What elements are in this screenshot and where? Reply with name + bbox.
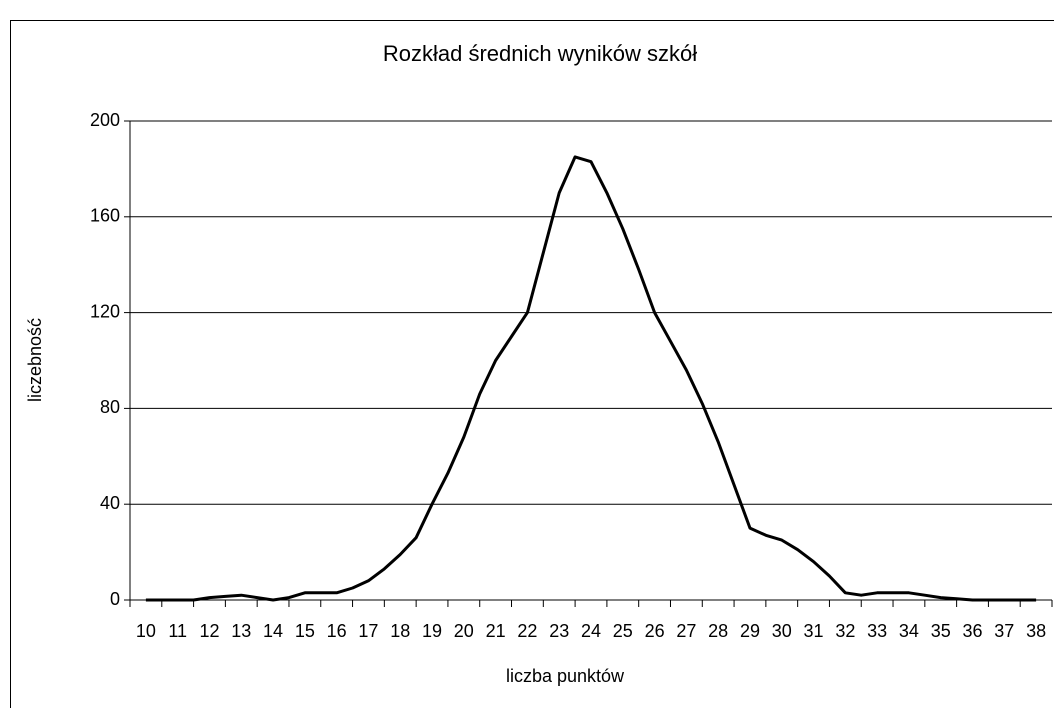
x-axis-label: liczba punktów [506, 666, 625, 686]
x-tick-label: 19 [422, 621, 442, 641]
x-tick-label: 27 [676, 621, 696, 641]
x-tick-label: 17 [358, 621, 378, 641]
x-tick-label: 32 [835, 621, 855, 641]
x-tick-label: 16 [327, 621, 347, 641]
y-tick-label: 80 [100, 397, 120, 417]
x-tick-label: 28 [708, 621, 728, 641]
x-tick-label: 14 [263, 621, 283, 641]
chart-frame [10, 20, 1054, 708]
y-tick-label: 200 [90, 110, 120, 130]
y-tick-label: 160 [90, 206, 120, 226]
x-tick-label: 15 [295, 621, 315, 641]
x-tick-label: 20 [454, 621, 474, 641]
x-tick-label: 33 [867, 621, 887, 641]
y-tick-label: 120 [90, 301, 120, 321]
x-tick-label: 35 [931, 621, 951, 641]
x-tick-label: 30 [772, 621, 792, 641]
x-tick-label: 29 [740, 621, 760, 641]
x-tick-label: 12 [199, 621, 219, 641]
x-tick-label: 10 [136, 621, 156, 641]
x-tick-label: 24 [581, 621, 601, 641]
y-tick-label: 40 [100, 493, 120, 513]
x-tick-label: 25 [613, 621, 633, 641]
x-tick-label: 38 [1026, 621, 1046, 641]
x-tick-label: 18 [390, 621, 410, 641]
data-line [145, 155, 1037, 602]
y-axis-label: liczebność [25, 318, 45, 402]
x-tick-label: 36 [963, 621, 983, 641]
y-tick-label: 0 [110, 589, 120, 609]
chart-title: Rozkład średnich wyników szkół [383, 41, 697, 66]
x-tick-label: 11 [168, 621, 187, 641]
x-tick-label: 13 [231, 621, 251, 641]
x-tick-label: 34 [899, 621, 919, 641]
x-tick-label: 26 [645, 621, 665, 641]
x-tick-label: 22 [517, 621, 537, 641]
x-tick-label: 23 [549, 621, 569, 641]
x-tick-label: 31 [804, 621, 824, 641]
x-tick-label: 37 [994, 621, 1014, 641]
x-tick-label: 21 [486, 621, 506, 641]
